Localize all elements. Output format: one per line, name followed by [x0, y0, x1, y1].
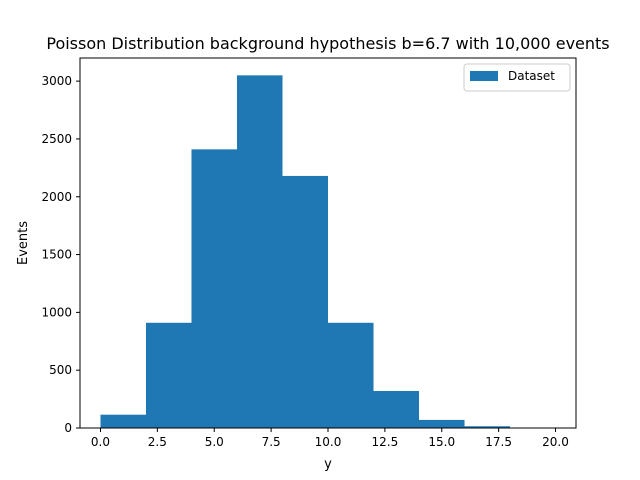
y-tick-label: 1000 [41, 305, 72, 319]
x-tick-label: 20.0 [542, 435, 569, 449]
histogram-bar [464, 426, 511, 428]
legend: Dataset [463, 63, 571, 92]
x-tick-label: 0.0 [91, 435, 110, 449]
histogram-bar [282, 175, 328, 428]
histogram-bar [191, 149, 237, 428]
histogram-bar [100, 414, 146, 428]
y-tick-label: 1500 [41, 248, 72, 262]
y-tick-label: 2000 [41, 190, 72, 204]
y-tick-label: 2500 [41, 132, 72, 146]
x-axis-label: y [324, 457, 332, 472]
histogram-bar [236, 75, 283, 428]
x-tick-label: 12.5 [372, 435, 399, 449]
y-axis-label: Events [16, 221, 31, 265]
legend-label-dataset: Dataset [508, 69, 555, 83]
x-tick-label: 10.0 [315, 435, 342, 449]
x-tick-label: 7.5 [262, 435, 281, 449]
histogram-bar [373, 391, 420, 428]
y-tick-label: 0 [64, 421, 72, 435]
histogram-bar [328, 322, 374, 428]
histogram-bar [419, 419, 465, 428]
histogram-bars [100, 75, 556, 428]
y-tick-label: 500 [49, 363, 72, 377]
y-tick-label: 3000 [41, 74, 72, 88]
y-axis-ticks: 0 500 1000 1500 2000 2500 3000 [41, 74, 80, 435]
x-tick-label: 5.0 [205, 435, 224, 449]
x-tick-label: 17.5 [485, 435, 512, 449]
x-tick-label: 15.0 [428, 435, 455, 449]
histogram-bar [145, 322, 192, 428]
x-axis-ticks: 0.0 2.5 5.0 7.5 10.0 12.5 15.0 17.5 20.0 [91, 428, 569, 449]
chart-title: Poisson Distribution background hypothes… [46, 34, 609, 53]
legend-box [463, 63, 571, 92]
x-tick-label: 2.5 [148, 435, 167, 449]
legend-swatch-dataset [470, 71, 498, 81]
